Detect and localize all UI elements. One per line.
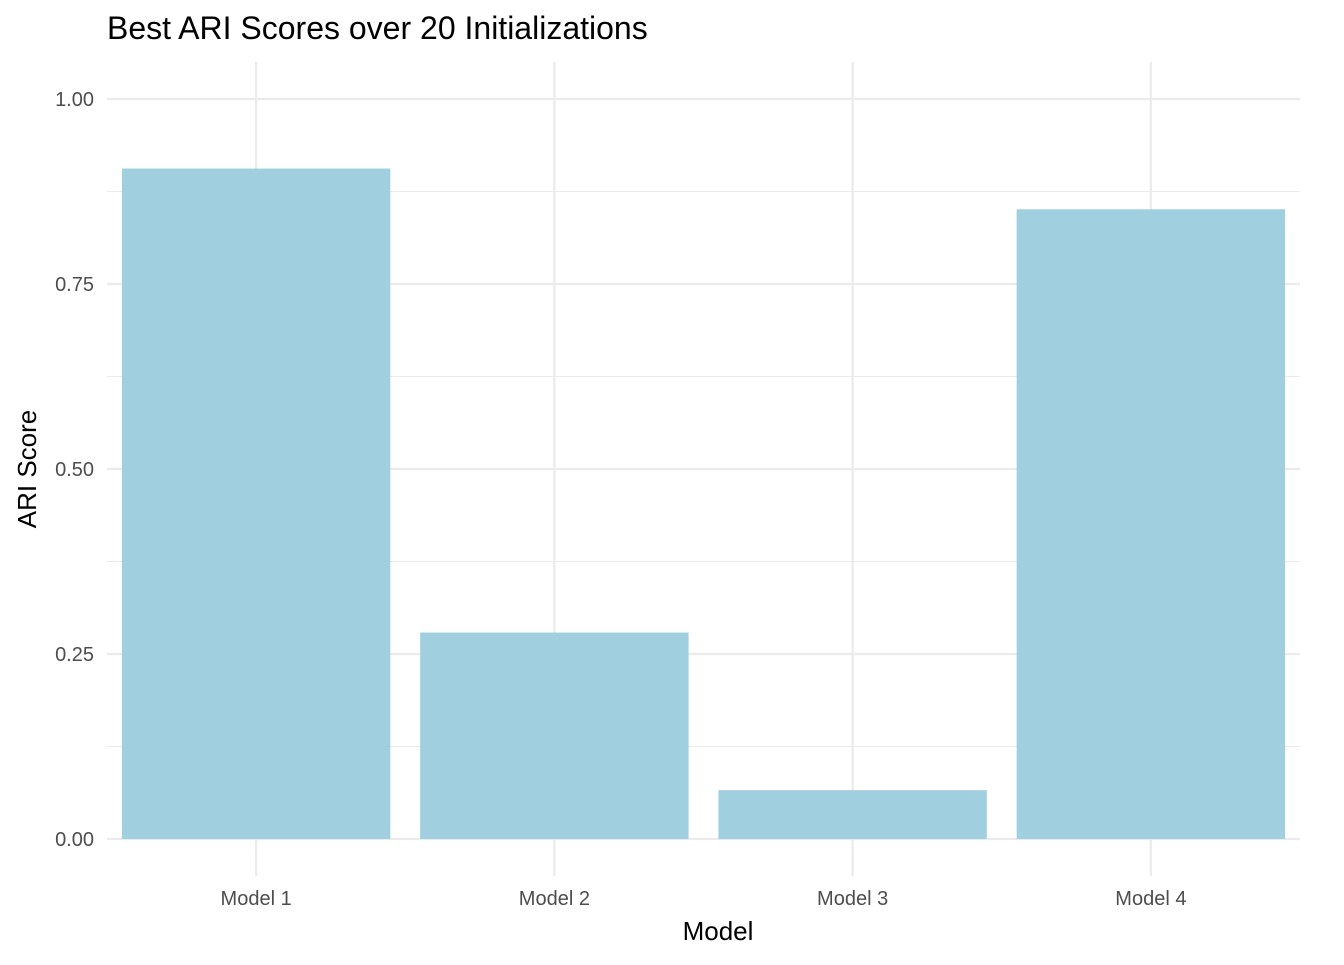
y-tick-label: 0.75 bbox=[55, 274, 94, 296]
bar-model-4 bbox=[1016, 209, 1286, 839]
tick-label-layer: 0.00 0.25 0.50 0.75 1.00 Model 1 Model 2 Model … bbox=[55, 89, 1186, 910]
chart-title: Best ARI Scores over 20 Initializations bbox=[107, 10, 648, 46]
bar-model-1 bbox=[121, 168, 391, 839]
y-tick-label: 0.00 bbox=[55, 829, 94, 851]
y-tick-label: 0.25 bbox=[55, 644, 94, 666]
x-tick-label: Model 3 bbox=[817, 888, 888, 910]
x-tick-label: Model 4 bbox=[1115, 888, 1186, 910]
y-tick-label: 1.00 bbox=[55, 89, 94, 111]
y-axis-title: ARI Score bbox=[12, 410, 42, 529]
x-axis-title: Model bbox=[683, 916, 754, 946]
bar-model-3 bbox=[718, 790, 987, 839]
y-tick-label: 0.50 bbox=[55, 459, 94, 481]
x-tick-label: Model 1 bbox=[221, 888, 292, 910]
bar-layer bbox=[121, 168, 1286, 839]
x-tick-label: Model 2 bbox=[519, 888, 590, 910]
bar-model-2 bbox=[420, 632, 689, 839]
